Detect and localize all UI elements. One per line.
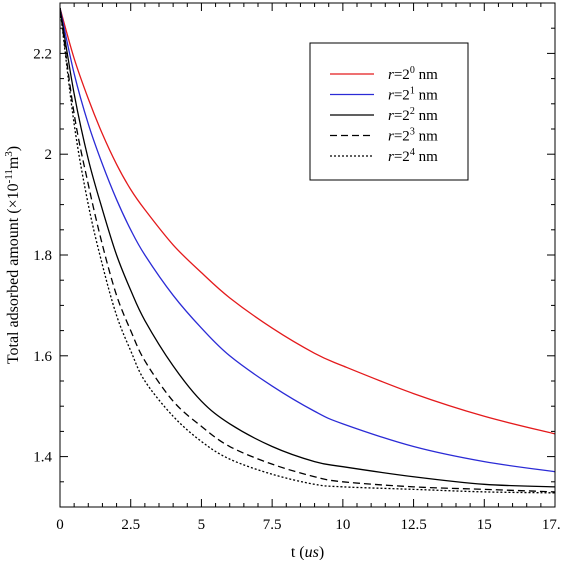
x-tick-label: 2.5 (121, 517, 140, 533)
plot-area-frame (59, 2, 556, 508)
legend-item-4: r=23 nm (330, 127, 438, 145)
legend-item-1: r=20 nm (330, 65, 438, 83)
y-axis-label: Total adsorbed amount (×10-11m3) (3, 146, 22, 364)
legend-label: r=22 nm (388, 106, 438, 124)
y-axis: 1.4 1.6 1.8 2 2.2 (33, 2, 555, 508)
legend: r=20 nm r=21 nm r=22 nm r=23 nm r=24 nm (309, 42, 469, 181)
series-line-4 (60, 7, 555, 493)
x-tick-label: 5 (198, 517, 206, 533)
x-tick-label: 0 (56, 517, 64, 533)
y-tick-label: 2.2 (33, 46, 52, 62)
x-tick-label: 12.5 (400, 517, 426, 533)
x-tick-label: 7.5 (263, 517, 282, 533)
series-line-5 (60, 7, 555, 494)
y-tick-label: 2 (45, 147, 53, 163)
series-lines (60, 7, 555, 494)
series-line-3 (60, 7, 555, 488)
legend-item-3: r=22 nm (330, 106, 438, 124)
legend-label: r=23 nm (388, 127, 438, 145)
y-tick-label: 1.4 (33, 450, 52, 466)
x-tick-label: 17.5 (542, 517, 561, 533)
series-line-2 (60, 7, 555, 473)
x-tick-label: 15 (477, 517, 492, 533)
x-tick-label: 10 (335, 517, 350, 533)
legend-label: r=20 nm (388, 65, 438, 83)
x-axis: 0 2.5 5 7.5 10 12.5 15 17.5 (56, 3, 561, 533)
legend-box (309, 42, 469, 181)
series-line-1 (60, 7, 555, 435)
legend-item-2: r=21 nm (330, 86, 438, 104)
legend-label: r=24 nm (388, 147, 438, 165)
y-tick-label: 1.8 (33, 248, 52, 264)
y-tick-label: 1.6 (33, 349, 52, 365)
legend-item-5: r=24 nm (330, 147, 438, 165)
legend-label: r=21 nm (388, 86, 438, 104)
x-axis-label: t (us) (291, 544, 324, 560)
